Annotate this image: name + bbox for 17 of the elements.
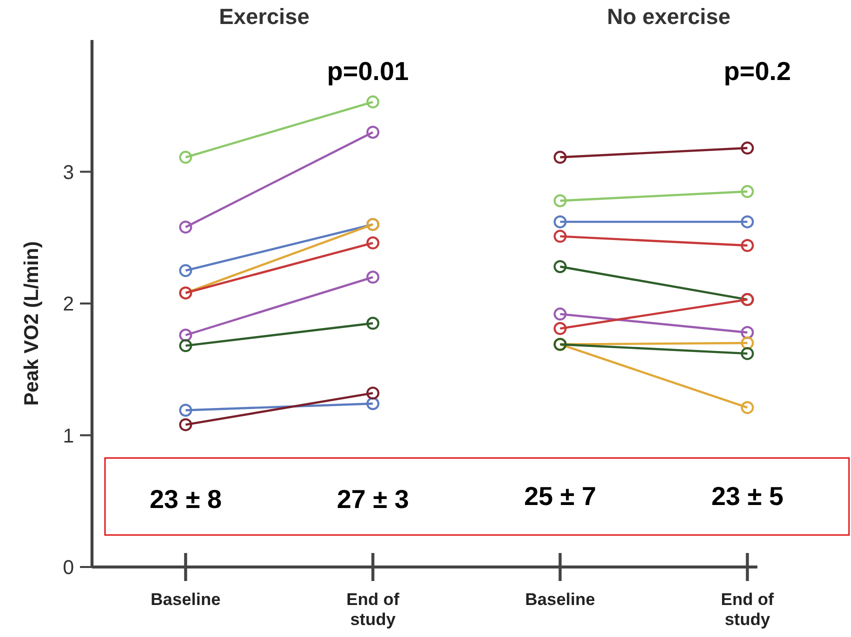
text: Exercise: [218, 4, 310, 29]
y-axis-title: Peak VO2 (L/min): [21, 241, 43, 406]
text: No exercise: [606, 4, 731, 29]
y-tick-label: 0: [62, 557, 74, 579]
x-tick-label: End of study: [346, 590, 400, 629]
annotation: 27 ± 3: [336, 484, 409, 514]
x-tick-label: End of study: [720, 590, 774, 629]
y-tick-label: 2: [62, 294, 74, 316]
x-tick-label: Baseline: [150, 590, 221, 609]
annotation: 23 ± 5: [711, 481, 784, 511]
annotation: p=0.01: [327, 56, 409, 86]
annotation: p=0.2: [724, 56, 791, 86]
x-tick-label: Baseline: [525, 590, 596, 609]
y-tick-label: 3: [62, 162, 74, 184]
annotation: 23 ± 8: [150, 484, 222, 514]
annotation: 25 ± 7: [524, 481, 596, 511]
y-tick-label: 1: [62, 425, 74, 448]
